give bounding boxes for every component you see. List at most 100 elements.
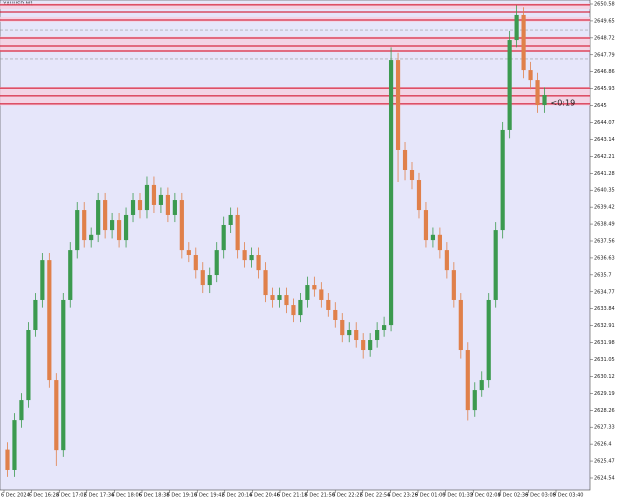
y-tick-label: 2637.56 [594,238,615,244]
candle-body [103,200,108,231]
candle-body [465,350,470,411]
candle-body [256,255,261,271]
candle-body [437,234,442,251]
zone [0,16,590,22]
candle-body [291,305,296,316]
y-tick-label: 2629.19 [594,391,615,397]
candle-body [375,330,380,341]
x-tick-label: 6 Dec 17:34 [84,493,114,499]
candle-body [123,214,129,241]
candle-body [521,14,526,71]
y-tick-label: 2641.28 [594,171,615,177]
candle-body [444,250,449,271]
candle-body [354,330,359,341]
candle-body [430,234,436,241]
candle-body [395,60,401,150]
candle-body [249,255,254,261]
x-tick-label: 6 Dec 20:14 [222,493,252,499]
candle-body [130,200,136,215]
y-tick-label: 2633.84 [594,306,615,312]
candle-body [479,380,484,391]
candle-body [326,299,331,310]
annotation: <0:19 [551,99,576,108]
candle-body [514,14,519,41]
y-tick-label: 2646.86 [594,69,615,75]
candle-body [144,184,150,211]
candle-body [75,210,80,251]
candle-body [409,170,415,181]
x-tick-label: 6 Dec 20:46 [249,493,279,499]
x-tick-label: 6 Dec 2024 [1,493,30,499]
y-tick-label: 2626.4 [594,442,612,448]
candle-body [416,180,422,211]
candle-body [542,95,547,106]
y-tick-label: 2631.05 [594,357,615,363]
candle-body [19,400,24,421]
x-tick-label: 6 Dec 23:26 [387,493,417,499]
x-tick-label: 9 Dec 01:00 [415,493,445,499]
x-tick-label: 9 Dec 02:36 [498,493,528,499]
candle-body [200,270,205,286]
zone [0,3,590,10]
y-tick-label: 2636.63 [594,255,615,261]
y-tick-label: 2643.14 [594,137,615,143]
y-tick-label: 2638.49 [594,222,615,228]
candle-body [458,299,463,351]
candle-body [270,295,275,300]
candle-body [368,340,373,351]
x-tick-label: 6 Dec 19:10 [167,493,197,499]
candle-body [47,260,52,381]
y-tick-label: 2642.21 [594,154,615,160]
y-tick-label: 2632.91 [594,323,615,329]
x-tick-label: 6 Dec 21:50 [305,493,335,499]
candle-body [172,200,177,215]
candle-body [402,149,408,171]
candle-body [535,80,540,106]
candle-body [82,210,87,241]
candle-body [242,250,247,261]
candle-body [298,299,303,316]
candle-body [340,319,345,336]
candle-body [116,220,122,241]
candle-body [347,330,352,336]
y-tick-label: 2647.79 [594,52,615,58]
y-tick-label: 2649.65 [594,18,615,24]
x-tick-label: 6 Dec 17:02 [56,493,86,499]
candle-body [361,340,366,351]
candle-body [319,289,324,300]
candle-body [207,275,212,286]
x-tick-label: 6 Dec 18:06 [111,493,141,499]
x-tick-label: 6 Dec 18:38 [139,493,169,499]
candle-body [284,295,289,306]
x-tick-label: 9 Dec 03:40 [553,493,583,499]
y-tick-label: 2639.42 [594,205,615,211]
candle-body [263,270,268,296]
candle-body [186,250,191,256]
candle-body [305,285,310,300]
candle-body [151,184,157,205]
candle-body [12,420,17,470]
y-tick-label: 2645.93 [594,86,615,92]
candle-body [68,250,73,300]
candle-body [486,299,491,381]
candle-body [221,224,226,251]
y-tick-label: 2628.26 [594,408,615,414]
x-tick-label: 6 Dec 22:54 [360,493,390,499]
y-tick-label: 2645 [594,103,607,109]
x-tick-label: 9 Dec 03:08 [525,493,555,499]
y-tick-label: 2625.47 [594,459,615,465]
candle-body [235,214,240,251]
x-tick-label: 6 Dec 19:42 [194,493,224,499]
candle-body [472,390,477,411]
candle-body [507,40,512,130]
candle-body [500,129,505,231]
x-tick-label: 9 Dec 01:32 [443,493,473,499]
y-tick-label: 2644.07 [594,120,615,126]
candle-body [493,230,498,300]
candle-body [179,200,184,251]
candle-body [382,325,387,331]
candle-body [528,70,533,81]
candle-body [26,330,31,401]
